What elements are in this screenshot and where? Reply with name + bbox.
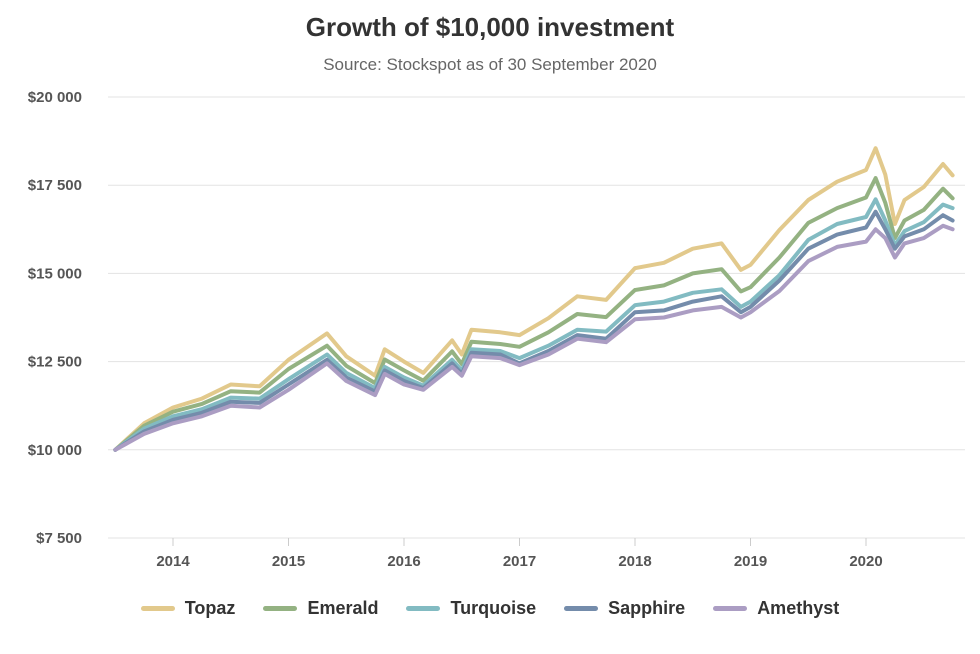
x-tick-label: 2015 — [272, 553, 305, 570]
series-line-amethyst — [113, 223, 955, 452]
legend-label: Turquoise — [450, 598, 537, 618]
series-line-emerald — [113, 176, 955, 452]
legend-label: Amethyst — [757, 598, 840, 618]
y-tick-label: $12 500 — [28, 354, 82, 371]
y-tick-label: $7 500 — [36, 530, 82, 547]
series-line-sapphire — [113, 209, 955, 452]
legend-swatch — [713, 606, 748, 611]
legend-item-emerald[interactable]: Emerald — [263, 598, 378, 619]
series-line-turquoise — [113, 197, 955, 452]
legend-item-amethyst[interactable]: Amethyst — [713, 598, 839, 619]
legend-swatch — [406, 606, 441, 611]
legend-item-turquoise[interactable]: Turquoise — [406, 598, 536, 619]
legend-swatch — [140, 606, 175, 611]
legend-label: Emerald — [307, 598, 379, 618]
series-line-topaz — [113, 146, 955, 452]
chart-title: Growth of $10,000 investment — [305, 12, 675, 42]
x-tick-label: 2018 — [618, 553, 651, 570]
y-tick-label: $10 000 — [28, 442, 82, 459]
y-tick-label: $15 000 — [28, 265, 82, 282]
y-tick-label: $20 000 — [28, 89, 82, 106]
x-tick-label: 2017 — [503, 553, 536, 570]
legend-label: Sapphire — [608, 598, 686, 618]
x-tick-label: 2016 — [387, 553, 420, 570]
legend-label: Topaz — [184, 598, 236, 618]
x-tick-label: 2014 — [156, 553, 190, 570]
y-tick-label: $17 500 — [28, 177, 82, 194]
x-tick-label: 2019 — [734, 553, 767, 570]
legend-item-sapphire[interactable]: Sapphire — [564, 598, 685, 619]
x-tick-label: 2020 — [849, 553, 882, 570]
chart-subtitle: Source: Stockspot as of 30 September 202… — [323, 55, 657, 74]
legend-swatch — [564, 606, 599, 611]
legend-swatch — [263, 606, 298, 611]
legend-item-topaz[interactable]: Topaz — [140, 598, 236, 619]
legend: Topaz Emerald Turquoise Sapphire Amethyst — [0, 598, 980, 619]
